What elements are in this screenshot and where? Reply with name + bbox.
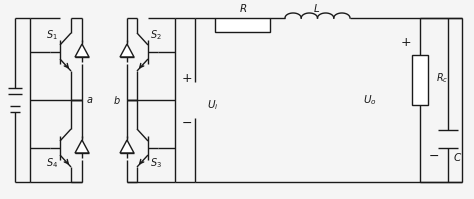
- Text: $U_o$: $U_o$: [363, 93, 377, 107]
- Text: $S_1$: $S_1$: [46, 28, 58, 42]
- Text: $R$: $R$: [239, 2, 247, 14]
- Polygon shape: [75, 140, 89, 153]
- Text: $-$: $-$: [182, 115, 192, 129]
- Polygon shape: [75, 44, 89, 57]
- Text: $-$: $-$: [428, 148, 439, 162]
- Bar: [215, 18, 270, 32]
- Text: $b$: $b$: [113, 94, 121, 106]
- Text: $S_3$: $S_3$: [150, 156, 162, 170]
- Text: $S_4$: $S_4$: [46, 156, 58, 170]
- Text: $+$: $+$: [182, 71, 192, 85]
- Polygon shape: [120, 140, 134, 153]
- Bar: [412, 55, 428, 105]
- Text: $+$: $+$: [401, 35, 411, 49]
- Text: $a$: $a$: [86, 95, 94, 105]
- Text: $S_2$: $S_2$: [150, 28, 162, 42]
- Text: $U_i$: $U_i$: [207, 98, 219, 112]
- Polygon shape: [120, 44, 134, 57]
- Text: $C$: $C$: [453, 151, 462, 163]
- Text: $R_c$: $R_c$: [436, 71, 448, 85]
- Text: $L$: $L$: [313, 2, 320, 14]
